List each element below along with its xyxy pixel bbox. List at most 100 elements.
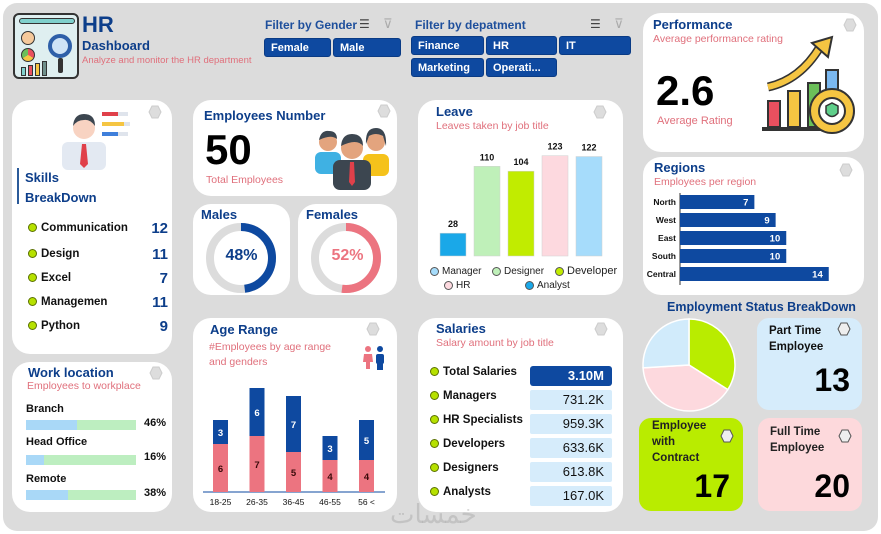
region-bar-label: 10 [770,234,781,245]
salary-label: Total Salaries [443,366,517,378]
legend-item-designer: Designer [492,266,544,277]
leave-bar-label: 28 [448,219,458,229]
work-location-label: Head Office [26,436,88,448]
age-chart: 6 3 18-25 7 6 26-35 5 7 36-45 4 3 46-55 4 5 56 < [203,388,385,507]
employees-title: Employees Number [204,108,326,123]
bullet-icon [28,273,37,283]
clear-filter-icon[interactable]: ⊽ [383,16,393,31]
skill-count: 11 [152,294,168,311]
age-bar-label: 7 [291,420,296,431]
age-bar-label: 4 [327,472,333,483]
performance-growth-icon [762,35,855,134]
salary-row: Designers 613.8K [430,462,612,482]
filter-dept-marketing[interactable]: Marketing [411,58,484,77]
bullet-icon [28,297,37,307]
region-bar-central [680,267,829,281]
contract-card: Employee with Contract 17 [639,418,743,511]
salary-value: 633.6K [530,438,612,458]
region-bar-label: 14 [812,270,823,281]
age-category-label: 18-25 [210,497,232,507]
work-location-percent: 16% [144,451,167,463]
contract-label-2: with [652,436,675,448]
bullet-icon [28,321,37,331]
hexagon-icon [843,18,857,32]
age-category-label: 46-55 [319,497,341,507]
app-subtitle: Dashboard [82,38,150,53]
work-location-bar [26,490,136,500]
hr-logo [13,13,79,79]
work-location-bar [26,420,136,430]
work-location-bar [26,455,136,465]
department-filter-title: Filter by depatment [415,18,526,32]
age-bar-female [249,436,265,492]
clear-filter-icon[interactable]: ⊽ [614,16,624,31]
contract-label-1: Employee [652,420,707,432]
skill-label: Design [41,248,80,260]
age-bar-male [213,420,228,444]
bullet-icon [28,249,37,259]
age-category-label: 26-35 [246,497,268,507]
hexagon-icon [720,429,734,443]
part-time-label-2: Employee [769,341,824,353]
salary-row: Developers 633.6K [430,438,612,458]
magnifier-icon [48,34,72,58]
females-title: Females [306,207,359,222]
app-title: HR [82,12,114,37]
filter-dept-it[interactable]: IT [559,36,631,55]
legend-item-manager: Manager [430,266,481,277]
males-donut-arc [206,223,276,293]
team-icon [315,128,389,190]
salary-row: Managers 731.2K [430,390,612,410]
leave-bar-label: 123 [547,142,562,152]
salary-value: 959.3K [530,414,612,434]
filter-dept-operations[interactable]: Operati... [486,58,557,77]
region-bar-label: 7 [743,198,748,209]
salary-label: Analysts [443,486,491,498]
filter-dept-finance[interactable]: Finance [411,36,484,55]
filter-gender-female[interactable]: Female [264,38,331,57]
skills-card: Skills BreakDown Communication 12 Design 1… [12,100,172,354]
regions-title: Regions [654,160,706,175]
contract-label-3: Contract [652,452,700,464]
skill-label: Excel [41,272,72,284]
age-bar-label: 4 [364,472,370,483]
age-bar-label: 5 [291,468,297,479]
males-donut [206,223,276,293]
filter-dept-hr[interactable]: HR [486,36,557,55]
skill-label: Managemen [41,296,108,308]
age-bar-male [322,436,338,460]
males-title: Males [201,207,238,222]
multi-select-icon[interactable]: ☰ [590,17,601,31]
leave-bar-analyst [439,232,467,257]
performance-card: Performance Average performance rating 2… [643,13,864,152]
filter-gender-male[interactable]: Male [333,38,401,57]
age-range-title: Age Range [210,322,278,337]
part-time-value: 13 [814,362,850,398]
gender-icon [363,346,384,370]
employees-card: Employees Number 50 Total Employees [193,100,397,196]
region-bar-label: 10 [770,252,781,263]
legend-item-hr: HR [444,280,470,291]
females-percent: 52% [331,247,364,264]
bullet-icon [430,463,439,473]
skill-count: 12 [151,220,168,237]
age-range-subtitle-2: and genders [209,356,268,368]
males-card: Males 48% [193,204,290,295]
age-bar-female [359,460,374,492]
regions-subtitle: Employees per region [654,176,757,188]
skills-title-line1: Skills [25,170,59,185]
multi-select-icon[interactable]: ☰ [359,17,370,31]
leave-chart: 28 110 104 123 122 [439,142,603,257]
salaries-card: Salaries Salary amount by job title Tota… [418,318,623,512]
skill-row: Communication 12 [28,220,168,240]
full-time-card: Full Time Employee 20 [758,418,862,511]
salary-label: Developers [443,438,506,450]
leave-bar-label: 122 [581,143,596,153]
skill-row: Managemen 11 [28,294,168,314]
salary-label: Designers [443,462,499,474]
regions-chart: North 7 West 9 East 10 South 10 Central 14 [647,193,829,285]
hexagon-icon [148,105,162,119]
leave-bar-hr [541,155,569,257]
work-location-percent: 38% [144,487,167,499]
bullet-icon [430,367,439,377]
